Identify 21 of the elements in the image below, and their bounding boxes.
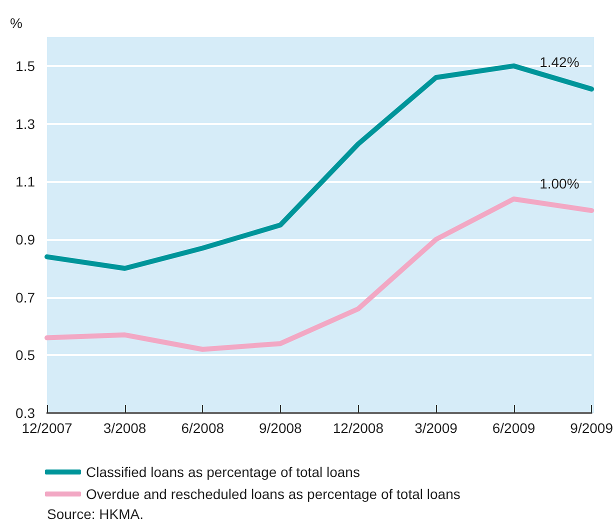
annotation: 1.00% [540, 176, 580, 192]
y-tick-label: 0.9 [16, 231, 36, 248]
y-tick-label: 0.5 [16, 347, 36, 364]
y-tick-label: 1.1 [16, 174, 36, 190]
x-tick-label: 6/2009 [492, 420, 536, 436]
y-tick-label: 0.7 [16, 289, 36, 306]
source-note: Source: HKMA. [47, 506, 144, 522]
y-axis-title: % [10, 15, 22, 31]
x-tick-label: 3/2009 [414, 420, 458, 436]
x-tick-label: 9/2009 [570, 420, 614, 436]
x-tick-label: 12/2007 [22, 420, 73, 436]
y-tick-label: 1.3 [16, 116, 36, 132]
x-tick-label: 3/2008 [103, 420, 146, 436]
legend-label: Classified loans as percentage of total loans [86, 464, 360, 480]
x-tick-label: 6/2008 [181, 420, 224, 436]
y-tick-label: 1.5 [16, 58, 36, 74]
x-tick-label: 9/2008 [258, 420, 302, 436]
x-tick-label: 12/2008 [332, 420, 384, 436]
annotation: 1.42% [540, 54, 580, 70]
legend-label: Overdue and rescheduled loans as percentage of total loans [86, 486, 460, 502]
y-tick-label: 0.3 [16, 405, 36, 421]
